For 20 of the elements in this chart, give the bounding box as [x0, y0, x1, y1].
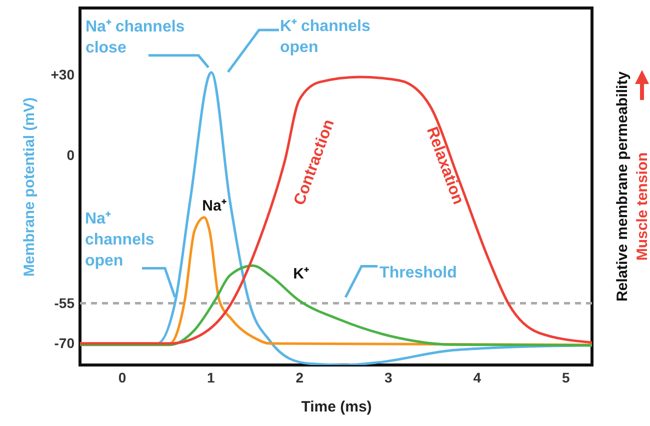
series-label: Na⁺: [202, 197, 226, 214]
y-tick-label: +30: [50, 66, 75, 83]
ref-line-label: Threshold: [380, 264, 457, 282]
x-tick-label: 3: [384, 370, 393, 386]
y-axis-title: Membrane potential (mV): [20, 97, 38, 277]
x-tick-label: 2: [296, 370, 304, 386]
y-tick-label: -55: [54, 294, 75, 311]
y-tick-label: 0: [66, 147, 75, 164]
x-tick-label: 0: [118, 370, 126, 386]
annotation: K⁺ channels open: [280, 18, 370, 56]
x-tick-label: 5: [562, 370, 570, 386]
x-tick-label: 1: [207, 370, 216, 386]
y-tick-label: -70: [54, 335, 75, 352]
x-tick-label: 4: [473, 370, 482, 386]
annotation: Na⁺ channels close: [85, 18, 185, 56]
y3-axis-title: Muscle tension: [634, 152, 650, 261]
y2-axis-title: Relative membrane permeability: [614, 70, 631, 302]
series-label: K⁺: [293, 266, 309, 283]
x-axis-title: Time (ms): [301, 398, 372, 416]
annotation: Na⁺ channels open: [84, 210, 154, 270]
